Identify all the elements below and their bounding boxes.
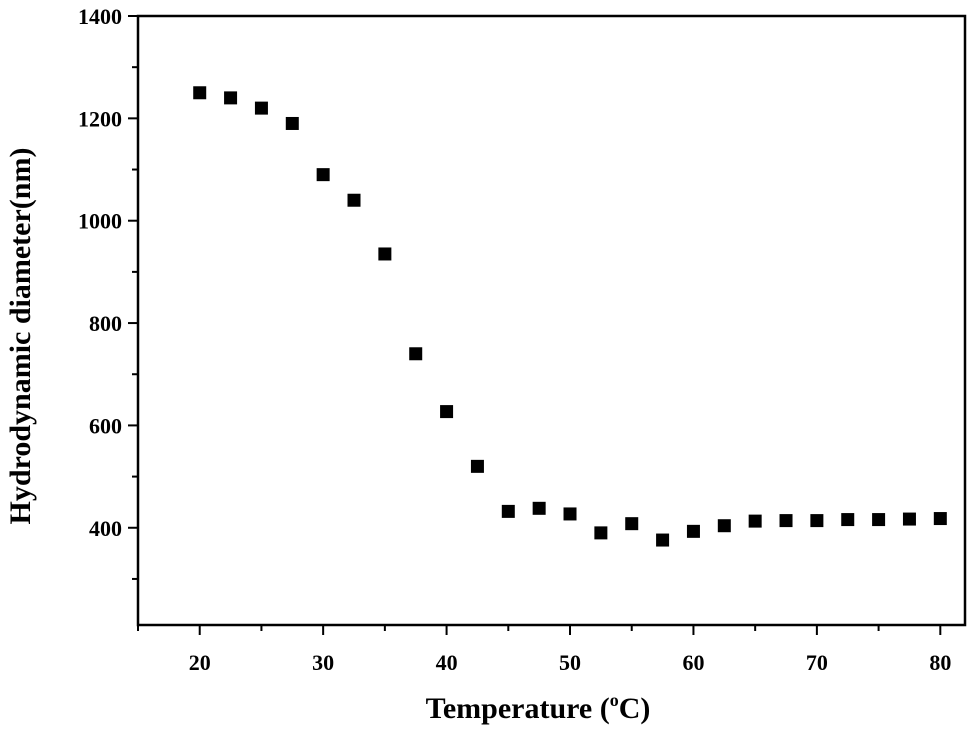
data-point (532, 501, 546, 515)
data-point (686, 524, 700, 538)
y-tick-label: 800 (89, 311, 122, 336)
x-tick-label: 70 (806, 650, 828, 675)
y-tick-label: 600 (89, 413, 122, 438)
y-tick-label: 1400 (78, 4, 122, 29)
x-tick-label: 80 (929, 650, 951, 675)
data-point (501, 504, 515, 518)
data-point (933, 512, 947, 526)
data-point (254, 101, 268, 115)
data-point (594, 526, 608, 540)
data-point (193, 86, 207, 100)
y-tick-label: 400 (89, 516, 122, 541)
data-point (563, 507, 577, 521)
data-point (470, 459, 484, 473)
x-tick-label: 30 (312, 650, 334, 675)
data-point (656, 533, 670, 547)
data-point (378, 247, 392, 261)
data-point (779, 514, 793, 528)
data-point (316, 168, 330, 182)
data-point (872, 513, 886, 527)
x-axis-title: Temperature (oC) (426, 690, 651, 725)
data-point (810, 514, 824, 528)
data-point (717, 519, 731, 533)
data-point (902, 512, 916, 526)
x-tick-label: 20 (189, 650, 211, 675)
x-axis-ticks: 20 30 40 50 60 70 80 (137, 625, 951, 675)
data-point (440, 405, 454, 419)
x-tick-label: 40 (436, 650, 458, 675)
data-point (285, 116, 299, 130)
data-points (193, 86, 947, 547)
data-point (409, 347, 423, 361)
data-point (841, 513, 855, 527)
data-point (625, 517, 639, 531)
data-point (347, 193, 361, 207)
x-tick-label: 50 (559, 650, 581, 675)
data-point (748, 514, 762, 528)
y-tick-label: 1000 (78, 209, 122, 234)
data-point (224, 91, 238, 105)
x-tick-label: 60 (682, 650, 704, 675)
y-axis-title: Hydrodynamic diameter(nm) (4, 148, 37, 525)
plot-frame (136, 14, 967, 627)
y-tick-label: 1200 (78, 106, 122, 131)
y-axis-ticks: 400 600 800 1000 1200 1400 (78, 4, 138, 580)
